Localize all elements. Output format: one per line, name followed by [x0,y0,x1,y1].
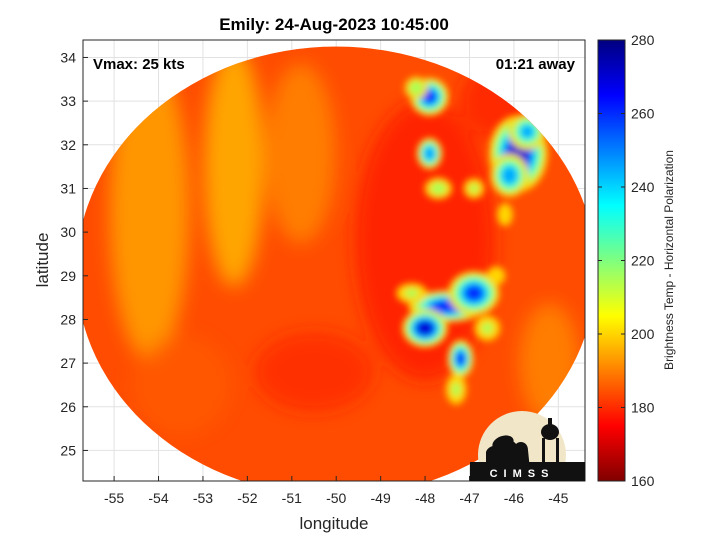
colorbar-tick-label: 200 [631,326,655,342]
colorbar-tick-label: 260 [631,106,655,122]
y-tick-label: 28 [60,311,76,327]
chart-title: Emily: 24-Aug-2023 10:45:00 [219,15,449,34]
x-tick-label: -50 [326,490,346,506]
y-tick-label: 27 [60,355,76,371]
x-axis-label: longitude [299,514,368,533]
time-away-annotation: 01:21 away [496,56,576,73]
y-tick-labels: 25 26 27 28 29 30 31 32 33 34 [60,49,88,458]
axes-frame [82,39,586,482]
colorbar-tick-label: 180 [631,400,655,416]
convective-cell [497,203,513,227]
x-tick-labels: -55 -54 -53 -52 -51 -50 -49 -48 -47 -46 -45 [104,476,569,506]
colorbar-tick-label: 240 [631,179,655,195]
y-tick-label: 25 [60,442,76,458]
convective-cell [490,153,529,198]
colorbar-bar [597,39,626,482]
x-tick-label: -53 [193,490,213,506]
convective-cell [445,374,467,405]
convective-cell [402,309,448,348]
colorbar-tick-label: 160 [631,473,655,489]
convective-cell [474,315,501,341]
y-tick-label: 33 [60,93,76,109]
y-tick-label: 34 [60,49,76,65]
convective-cell [424,177,453,200]
convective-cell [447,339,474,378]
x-tick-label: -52 [237,490,257,506]
vmax-annotation: Vmax: 25 kts [93,56,185,73]
x-tick-label: -47 [459,490,479,506]
convective-cell [486,266,506,285]
convective-cell [396,283,428,304]
colorbar-tick-label: 280 [631,32,655,48]
y-axis-label: latitude [33,233,52,288]
convective-cell [448,271,500,316]
x-tick-label: -51 [282,490,302,506]
y-tick-label: 31 [60,180,76,196]
convective-features [396,76,548,405]
colorbar-label: Brightness Temp - Horizontal Polarizatio… [662,150,676,370]
x-tick-label: -46 [504,490,524,506]
convective-cell [416,137,443,170]
colorbar-ticks: 160 180 200 220 240 260 280 [598,32,655,489]
y-tick-label: 26 [60,399,76,415]
y-tick-label: 30 [60,224,76,240]
x-tick-label: -49 [371,490,391,506]
convective-cell [404,76,428,100]
x-tick-label: -54 [148,490,168,506]
x-tick-label: -48 [415,490,435,506]
colorbar-tick-label: 220 [631,253,655,269]
cimss-logo: CIMSS [470,411,585,481]
y-tick-label: 32 [60,137,76,153]
convective-cell [463,178,485,199]
logo-text: CIMSS [490,468,555,480]
colorbar: 160 180 200 220 240 260 280 Brightness Temp - … [597,32,676,489]
y-tick-label: 29 [60,268,76,284]
x-tick-label: -55 [104,490,124,506]
x-tick-label: -45 [548,490,568,506]
